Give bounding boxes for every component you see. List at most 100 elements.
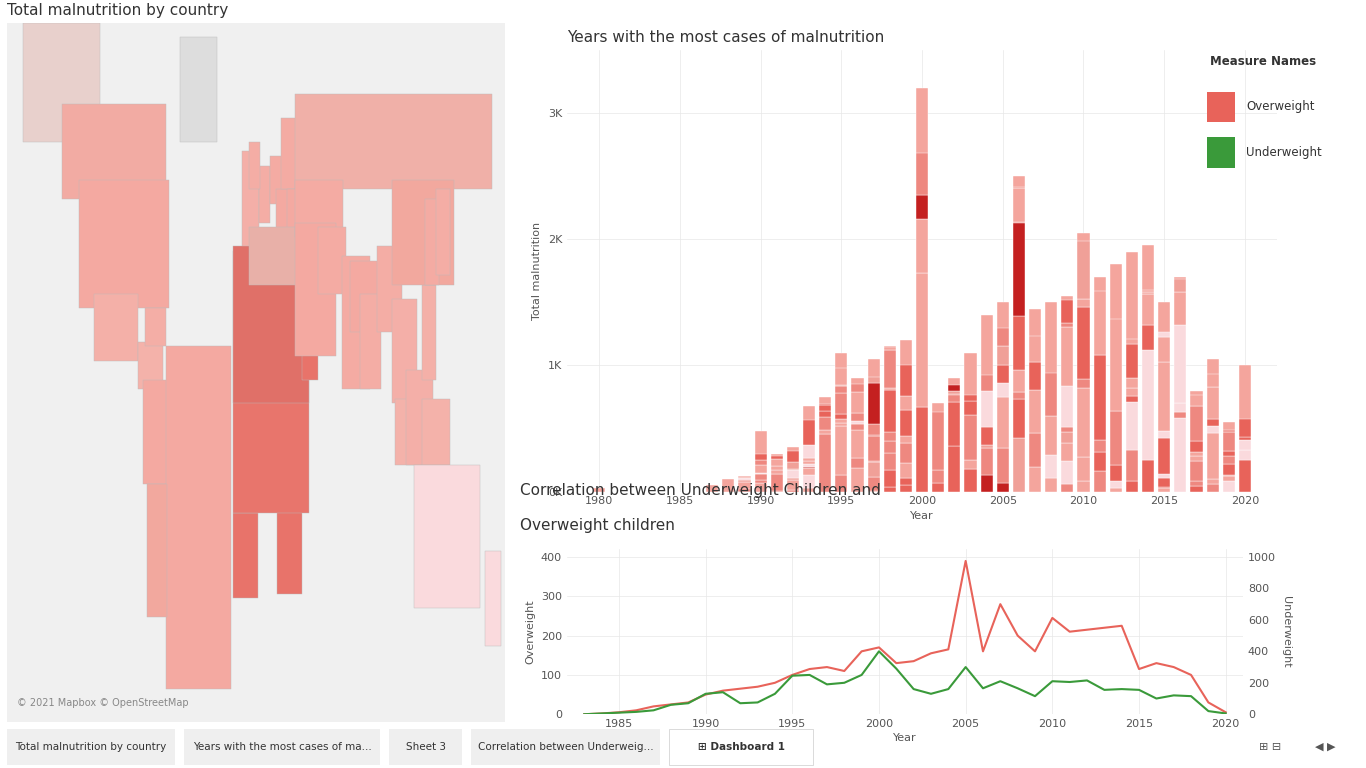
- Bar: [835, 369, 847, 385]
- Bar: [917, 154, 928, 194]
- Bar: [1158, 487, 1171, 488]
- Bar: [867, 359, 880, 492]
- Bar: [997, 397, 1009, 448]
- Text: © 2021 Mapbox © OpenStreetMap: © 2021 Mapbox © OpenStreetMap: [16, 698, 189, 708]
- Bar: [260, 166, 270, 223]
- Bar: [787, 462, 799, 468]
- Bar: [1239, 437, 1251, 440]
- Bar: [820, 397, 832, 492]
- Bar: [835, 419, 847, 423]
- Bar: [1190, 391, 1202, 492]
- Bar: [1206, 359, 1218, 492]
- Bar: [820, 404, 832, 405]
- Bar: [1158, 303, 1171, 492]
- Bar: [900, 410, 912, 435]
- Bar: [997, 303, 1009, 492]
- Bar: [803, 461, 816, 464]
- Bar: [948, 391, 960, 394]
- Bar: [964, 415, 977, 460]
- Bar: [1061, 432, 1074, 442]
- Text: Years with the most cases of malnutrition: Years with the most cases of malnutritio…: [567, 30, 884, 45]
- Bar: [835, 414, 847, 419]
- Bar: [867, 424, 880, 435]
- Bar: [1078, 299, 1090, 306]
- Bar: [436, 190, 449, 275]
- Bar: [1061, 427, 1074, 432]
- Bar: [1094, 472, 1105, 492]
- Bar: [803, 468, 816, 475]
- Bar: [406, 370, 433, 465]
- Bar: [277, 508, 302, 594]
- Bar: [770, 470, 783, 475]
- Bar: [803, 488, 816, 492]
- Bar: [232, 513, 258, 598]
- X-axis label: Year: Year: [893, 733, 917, 743]
- Bar: [1158, 362, 1171, 431]
- Bar: [1190, 486, 1202, 492]
- Bar: [787, 447, 799, 492]
- Bar: [1029, 362, 1041, 390]
- Text: Correlation between Underweig...: Correlation between Underweig...: [478, 742, 653, 752]
- Bar: [900, 396, 912, 410]
- Bar: [142, 379, 171, 484]
- Bar: [1190, 395, 1202, 406]
- Bar: [948, 402, 960, 445]
- Bar: [867, 435, 880, 436]
- Bar: [851, 423, 863, 430]
- Bar: [361, 294, 381, 389]
- Bar: [917, 194, 928, 219]
- Bar: [414, 465, 481, 607]
- Text: ⊞ Dashboard 1: ⊞ Dashboard 1: [698, 742, 784, 752]
- Text: Correlation between Underweight Children and: Correlation between Underweight Children…: [520, 484, 881, 498]
- Y-axis label: Total malnutrition: Total malnutrition: [533, 222, 542, 319]
- Bar: [803, 458, 816, 461]
- Text: ◀ ▶: ◀ ▶: [1314, 742, 1336, 752]
- Bar: [342, 256, 370, 389]
- Bar: [754, 483, 766, 492]
- Bar: [835, 392, 847, 414]
- Bar: [787, 468, 799, 470]
- Bar: [835, 385, 847, 386]
- Bar: [1094, 452, 1105, 472]
- Y-axis label: Underweight: Underweight: [1281, 596, 1291, 667]
- Bar: [851, 392, 863, 412]
- Bar: [1126, 481, 1138, 492]
- Bar: [835, 426, 847, 475]
- Bar: [851, 421, 863, 423]
- Bar: [1061, 484, 1074, 492]
- Bar: [232, 247, 309, 403]
- Bar: [1012, 392, 1024, 399]
- Bar: [79, 180, 169, 308]
- Bar: [392, 299, 417, 403]
- Bar: [1061, 300, 1074, 323]
- Bar: [851, 468, 863, 492]
- Bar: [948, 386, 960, 391]
- FancyBboxPatch shape: [389, 729, 462, 765]
- Bar: [884, 432, 896, 442]
- Bar: [287, 190, 311, 256]
- Bar: [1239, 460, 1251, 492]
- Bar: [1029, 390, 1041, 432]
- Bar: [1190, 406, 1202, 442]
- Bar: [1029, 309, 1041, 492]
- Bar: [884, 346, 896, 492]
- Bar: [820, 430, 832, 434]
- Bar: [1239, 440, 1251, 450]
- FancyBboxPatch shape: [669, 729, 813, 765]
- Bar: [884, 442, 896, 453]
- Bar: [1158, 488, 1171, 492]
- Bar: [900, 340, 912, 492]
- Bar: [917, 88, 928, 492]
- Bar: [932, 412, 944, 470]
- Bar: [485, 551, 501, 646]
- Bar: [754, 481, 766, 483]
- Bar: [1206, 433, 1218, 479]
- Bar: [1158, 439, 1171, 474]
- Bar: [739, 477, 750, 478]
- Bar: [787, 470, 799, 478]
- Bar: [1206, 426, 1218, 433]
- Bar: [1158, 474, 1171, 478]
- Bar: [1142, 325, 1154, 350]
- Bar: [1142, 246, 1154, 492]
- Bar: [820, 417, 832, 430]
